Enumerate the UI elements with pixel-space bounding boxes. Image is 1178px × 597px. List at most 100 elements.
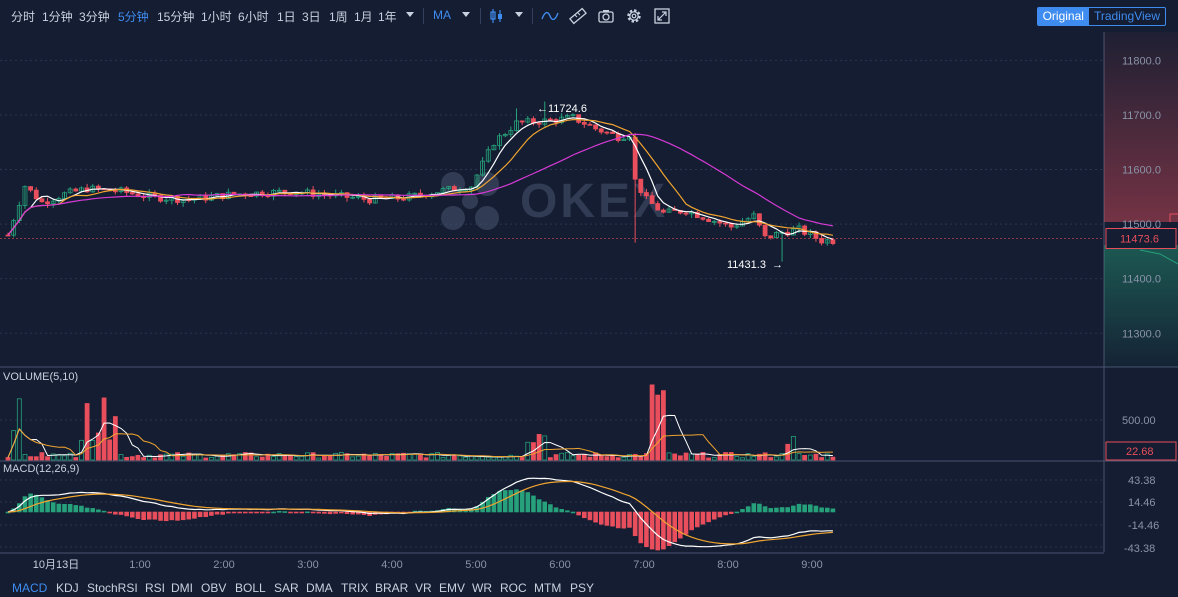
volume-bar <box>548 457 553 461</box>
gear-icon[interactable] <box>625 7 643 25</box>
candle-body <box>593 124 598 130</box>
interval-1w[interactable]: 1周 <box>329 10 348 24</box>
candle-body <box>649 195 655 204</box>
macd-histogram-bar <box>785 507 791 513</box>
view-original-button[interactable]: Original <box>1037 8 1089 25</box>
volume-bar <box>293 456 299 461</box>
volume-bar <box>683 452 689 461</box>
indicator-tab-kdj[interactable]: KDJ <box>56 581 79 595</box>
price-axis: 11800.011700.011600.011500.011400.011300… <box>0 55 1177 571</box>
volume-bar <box>90 440 96 461</box>
indicator-tab-obv[interactable]: OBV <box>201 581 227 595</box>
candle-body <box>5 234 11 237</box>
candle-body <box>610 131 615 134</box>
volume-tick-label: 500.00 <box>1122 415 1156 427</box>
candle-body <box>412 192 418 195</box>
macd-histogram-bar <box>56 503 62 513</box>
candle-body <box>581 121 587 125</box>
candle-body <box>446 186 452 190</box>
indicator-tab-vr[interactable]: VR <box>415 581 432 595</box>
macd-histogram-bar <box>553 507 559 513</box>
indicator-tab-psy[interactable]: PSY <box>570 581 595 595</box>
interval-1m[interactable]: 1分钟 <box>42 10 73 24</box>
volume-bar <box>338 452 344 461</box>
interval-5m[interactable]: 5分钟 <box>118 10 149 24</box>
volume-bar <box>757 453 762 461</box>
macd-histogram-bar <box>700 511 706 525</box>
candle-body <box>824 239 830 244</box>
volume-current-label: 22.68 <box>1126 446 1154 458</box>
macd-histogram-bar <box>288 511 293 514</box>
high-arrow: ← <box>537 103 548 115</box>
volume-ma5-line <box>7 414 833 458</box>
line-style-icon[interactable] <box>541 7 559 25</box>
volume-bar <box>587 456 593 461</box>
interval-6h[interactable]: 6小时 <box>238 10 269 24</box>
macd-histogram-bar <box>542 501 548 513</box>
interval-3m[interactable]: 3分钟 <box>79 10 110 24</box>
interval-1y[interactable]: 1年 <box>378 10 397 24</box>
indicator-tab-rsi[interactable]: RSI <box>145 581 166 595</box>
ruler-icon[interactable] <box>569 7 587 25</box>
indicator-tab-macd[interactable]: MACD <box>12 581 48 595</box>
indicator-tab-emv[interactable]: EMV <box>439 581 466 595</box>
chart-type-caret[interactable] <box>515 12 523 17</box>
indicator-select[interactable]: MA <box>433 8 451 22</box>
candle-body <box>655 203 661 211</box>
macd-histogram-bar <box>209 511 214 516</box>
interval-1mo[interactable]: 1月 <box>354 10 373 24</box>
interval-timeline[interactable]: 分时 <box>11 10 36 24</box>
candle-body <box>564 115 570 118</box>
volume-bar <box>644 453 649 461</box>
indicator-tab-dma[interactable]: DMA <box>306 581 333 595</box>
volume-bar <box>677 455 683 461</box>
volume-bar <box>50 453 56 461</box>
volume-bar <box>186 452 192 461</box>
indicator-tab-sar[interactable]: SAR <box>274 581 299 595</box>
volume-bar <box>384 455 389 461</box>
volume-bar <box>485 456 491 461</box>
volume-bar <box>480 456 486 461</box>
volume-bar <box>610 454 615 461</box>
candle-body <box>11 220 17 236</box>
volume-bar <box>389 453 395 461</box>
interval-3d[interactable]: 3日 <box>302 10 321 24</box>
camera-icon[interactable] <box>597 7 615 25</box>
indicator-tab-trix[interactable]: TRIX <box>341 581 369 595</box>
indicator-tab-roc[interactable]: ROC <box>500 581 527 595</box>
indicator-caret[interactable] <box>462 12 470 17</box>
indicator-tab-mtm[interactable]: MTM <box>534 581 562 595</box>
interval-more-caret[interactable] <box>406 12 414 17</box>
macd-histogram-bar <box>163 511 169 522</box>
indicator-tab-stochrsi[interactable]: StochRSI <box>87 581 138 595</box>
volume-bar <box>96 432 101 461</box>
volume-bar <box>519 457 525 461</box>
indicator-tab-brar[interactable]: BRAR <box>375 581 409 595</box>
volume-bar <box>497 456 502 461</box>
volume-bar <box>158 454 163 461</box>
volume-bar <box>451 455 457 461</box>
macd-dea-line <box>7 480 833 545</box>
volume-bar <box>751 456 757 461</box>
macd-histogram-bar <box>791 505 796 513</box>
fullscreen-icon[interactable] <box>653 7 671 25</box>
price-tick-label: 11700.0 <box>1122 110 1161 122</box>
macd-histogram-bar <box>226 511 231 514</box>
candle-body <box>734 225 740 228</box>
candlestick-icon[interactable] <box>488 7 506 25</box>
high-annotation: 11724.6 <box>548 103 587 115</box>
volume-bar <box>118 454 124 461</box>
volume-bar <box>666 452 672 461</box>
interval-15m[interactable]: 15分钟 <box>157 10 195 24</box>
view-tradingview-button[interactable]: TradingView <box>1093 9 1160 23</box>
volume-bar <box>169 453 175 461</box>
indicator-tab-boll[interactable]: BOLL <box>235 581 266 595</box>
kline-chart[interactable]: OKEX 11800.011700.011600.011500.011400.0… <box>0 32 1178 578</box>
volume-bar <box>796 453 802 461</box>
volume-bar <box>321 455 327 461</box>
macd-histogram-bar <box>813 505 819 513</box>
interval-1d[interactable]: 1日 <box>277 10 296 24</box>
indicator-tab-dmi[interactable]: DMI <box>171 581 193 595</box>
indicator-tab-wr[interactable]: WR <box>472 581 492 595</box>
interval-1h[interactable]: 1小时 <box>201 10 232 24</box>
